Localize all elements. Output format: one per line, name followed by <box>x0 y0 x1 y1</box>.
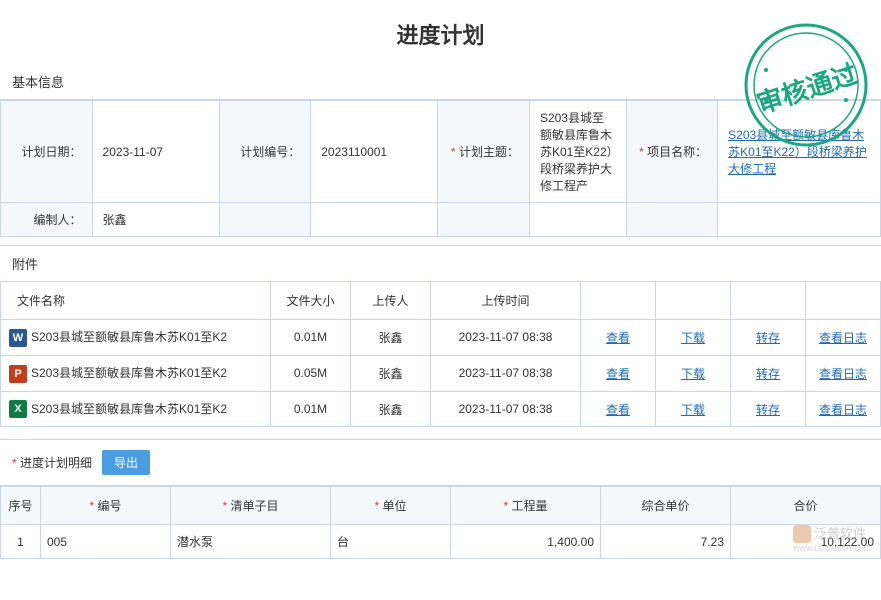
cell-seq: 1 <box>1 525 41 559</box>
basic-info-table: 计划日期： 2023-11-07 计划编号： 2023110001 计划主题： … <box>0 100 881 237</box>
col-qty: 工程量 <box>451 487 601 525</box>
col-filesize: 文件大小 <box>271 282 351 320</box>
file-name-cell: S203县城至额敏县库鲁木苏K01至K2 <box>1 391 271 427</box>
watermark: 泛普软件 www.fanpusoft.com <box>793 523 871 554</box>
file-uploader: 张鑫 <box>351 391 431 427</box>
view-link[interactable]: 查看 <box>606 367 630 381</box>
col-unit: 单位 <box>331 487 451 525</box>
file-time: 2023-11-07 08:38 <box>431 355 581 391</box>
view-link[interactable]: 查看 <box>606 403 630 417</box>
attachment-row: S203县城至额敏县库鲁木苏K01至K20.05M张鑫2023-11-07 08… <box>1 355 881 391</box>
detail-row: 1005潜水泵台1,400.007.2310,122.00 <box>1 525 881 559</box>
transfer-link[interactable]: 转存 <box>756 367 780 381</box>
attachment-row: S203县城至额敏县库鲁木苏K01至K20.01M张鑫2023-11-07 08… <box>1 320 881 356</box>
author-value: 张鑫 <box>92 203 219 237</box>
attachment-row: S203县城至额敏县库鲁木苏K01至K20.01M张鑫2023-11-07 08… <box>1 391 881 427</box>
cell-qty: 1,400.00 <box>451 525 601 559</box>
basic-info-heading: 基本信息 <box>0 64 881 100</box>
plan-subject-value: S203县城至额敏县库鲁木苏K01至K22）段桥梁养护大修工程产 <box>529 101 626 203</box>
file-type-icon <box>9 329 27 347</box>
download-link[interactable]: 下载 <box>681 403 705 417</box>
file-uploader: 张鑫 <box>351 320 431 356</box>
file-time: 2023-11-07 08:38 <box>431 391 581 427</box>
col-seq: 序号 <box>1 487 41 525</box>
log-link[interactable]: 查看日志 <box>819 367 867 381</box>
project-name-link[interactable]: S203县城至额敏县库鲁木苏K01至K22）段桥梁养护大修工程 <box>728 128 867 176</box>
cell-no: 005 <box>41 525 171 559</box>
file-name-cell: S203县城至额敏县库鲁木苏K01至K2 <box>1 320 271 356</box>
file-type-icon <box>9 400 27 418</box>
download-link[interactable]: 下载 <box>681 367 705 381</box>
plan-date-label: 计划日期： <box>1 101 93 203</box>
file-name-cell: S203县城至额敏县库鲁木苏K01至K2 <box>1 355 271 391</box>
detail-table: 序号 编号 清单子目 单位 工程量 综合单价 合价 1005潜水泵台1,400.… <box>0 486 881 559</box>
col-price: 综合单价 <box>601 487 731 525</box>
col-no: 编号 <box>41 487 171 525</box>
plan-date-value: 2023-11-07 <box>92 101 219 203</box>
plan-no-label: 计划编号： <box>219 101 311 203</box>
col-total: 合价 <box>731 487 881 525</box>
plan-subject-label: 计划主题： <box>438 101 530 203</box>
plan-no-value: 2023110001 <box>311 101 438 203</box>
log-link[interactable]: 查看日志 <box>819 403 867 417</box>
cell-item: 潜水泵 <box>171 525 331 559</box>
file-time: 2023-11-07 08:38 <box>431 320 581 356</box>
col-filename: 文件名称 <box>1 282 271 320</box>
file-size: 0.01M <box>271 391 351 427</box>
attachments-heading: 附件 <box>0 245 881 281</box>
log-link[interactable]: 查看日志 <box>819 331 867 345</box>
page-title: 进度计划 <box>0 0 881 64</box>
view-link[interactable]: 查看 <box>606 331 630 345</box>
cell-price: 7.23 <box>601 525 731 559</box>
file-size: 0.01M <box>271 320 351 356</box>
col-item: 清单子目 <box>171 487 331 525</box>
detail-heading: 进度计划明细 <box>12 454 92 471</box>
transfer-link[interactable]: 转存 <box>756 331 780 345</box>
author-label: 编制人： <box>1 203 93 237</box>
file-uploader: 张鑫 <box>351 355 431 391</box>
col-uploadtime: 上传时间 <box>431 282 581 320</box>
attachments-table: 文件名称 文件大小 上传人 上传时间 S203县城至额敏县库鲁木苏K01至K20… <box>0 281 881 427</box>
project-name-value: S203县城至额敏县库鲁木苏K01至K22）段桥梁养护大修工程 <box>718 101 881 203</box>
project-name-label: 项目名称： <box>626 101 718 203</box>
watermark-icon <box>793 525 811 543</box>
download-link[interactable]: 下载 <box>681 331 705 345</box>
file-size: 0.05M <box>271 355 351 391</box>
detail-header: 进度计划明细 导出 <box>0 439 881 486</box>
export-button[interactable]: 导出 <box>102 450 150 475</box>
file-type-icon <box>9 365 27 383</box>
cell-unit: 台 <box>331 525 451 559</box>
transfer-link[interactable]: 转存 <box>756 403 780 417</box>
col-uploader: 上传人 <box>351 282 431 320</box>
